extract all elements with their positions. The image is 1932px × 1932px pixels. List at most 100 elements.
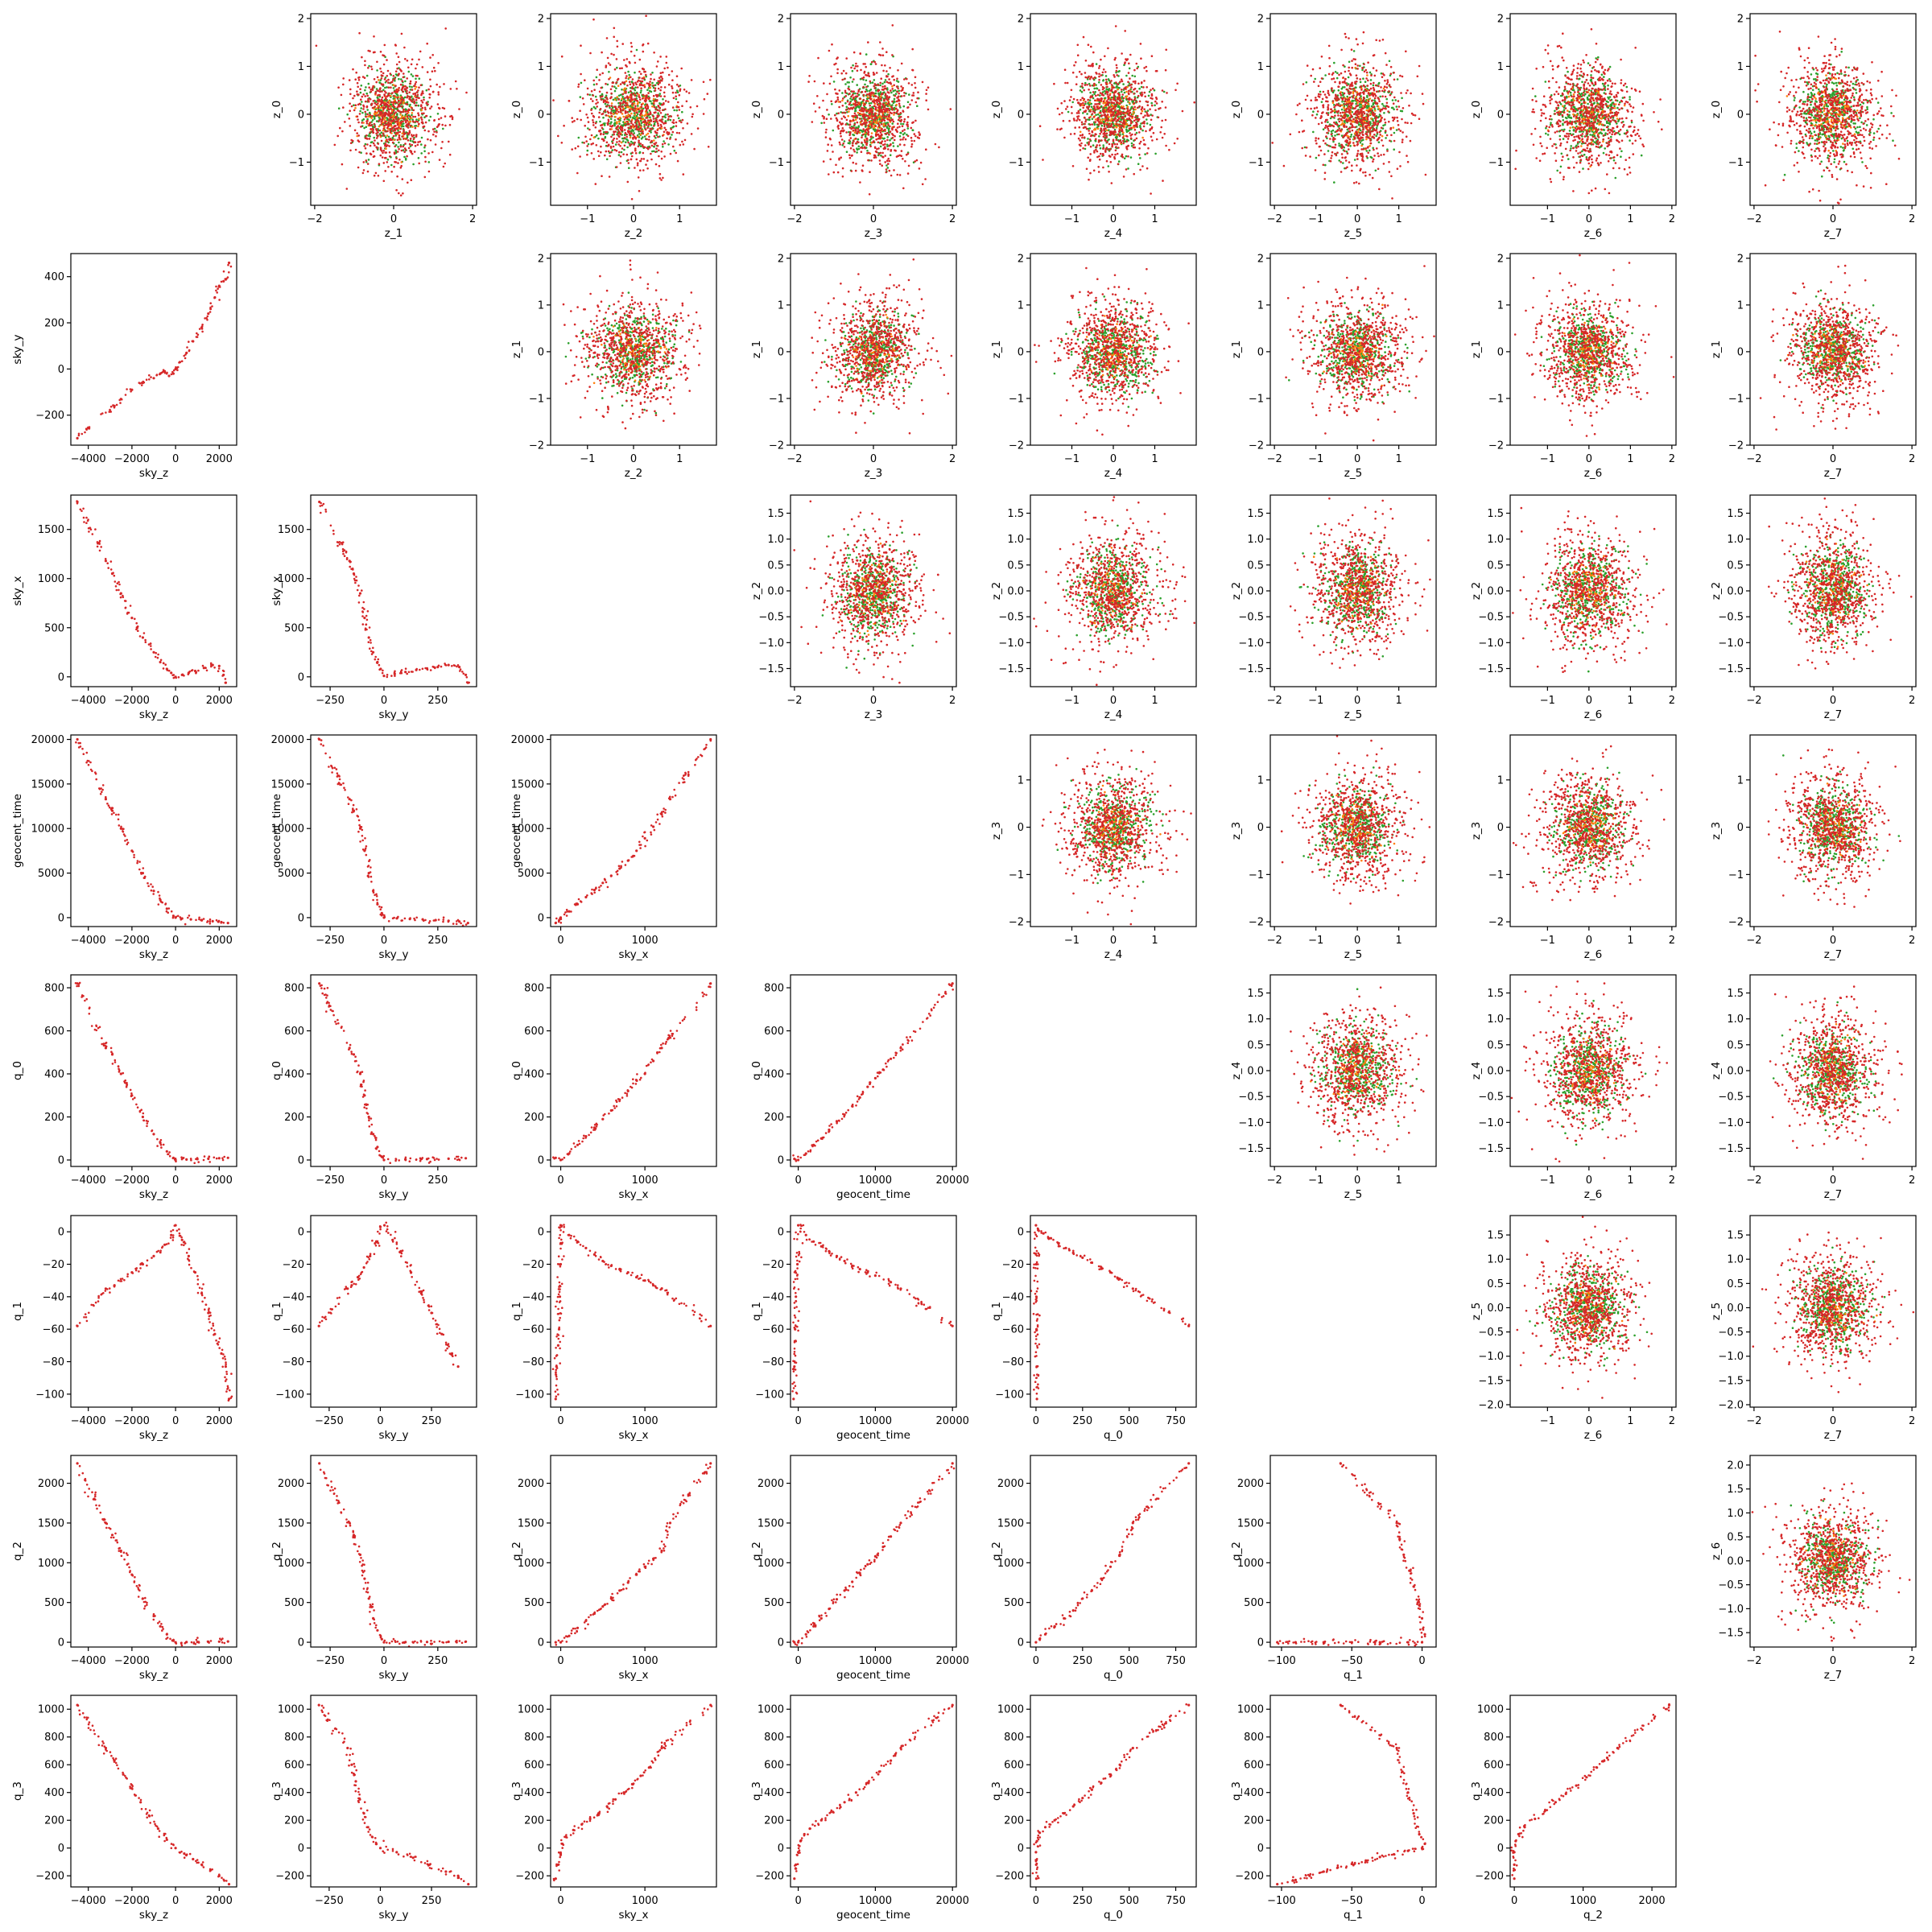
- point-red: [672, 92, 675, 94]
- point-red: [380, 104, 382, 106]
- point-red: [886, 132, 889, 134]
- point-red: [630, 76, 632, 79]
- point-red: [624, 137, 626, 139]
- point-red: [680, 68, 683, 70]
- point-red: [455, 80, 457, 83]
- point-red: [876, 148, 878, 151]
- point-red: [1162, 137, 1164, 139]
- point-green: [621, 138, 624, 140]
- point-orange: [637, 103, 639, 105]
- point-red: [625, 117, 627, 119]
- point-red: [342, 84, 345, 86]
- point-red: [627, 142, 630, 144]
- point-red: [869, 105, 871, 107]
- point-green: [626, 147, 629, 149]
- point-red: [576, 172, 579, 175]
- point-green: [1097, 114, 1100, 116]
- point-red: [899, 155, 902, 157]
- point-green: [423, 151, 426, 153]
- point-red: [659, 89, 662, 92]
- point-red: [1095, 95, 1097, 97]
- point-red: [656, 121, 658, 123]
- point-green: [428, 161, 431, 163]
- point-red: [1095, 134, 1097, 136]
- point-red: [600, 125, 602, 127]
- point-green: [894, 98, 896, 101]
- point-red: [652, 115, 654, 118]
- point-red: [907, 106, 910, 109]
- point-orange: [418, 118, 420, 120]
- point-red: [1114, 154, 1117, 156]
- point-red: [673, 119, 675, 122]
- point-red: [666, 138, 668, 140]
- point-red: [595, 126, 597, 129]
- point-green: [1087, 138, 1089, 140]
- point-red: [352, 140, 354, 142]
- point-red: [654, 130, 657, 133]
- point-red: [837, 98, 840, 101]
- point-red: [852, 78, 855, 80]
- point-orange: [1125, 91, 1128, 93]
- point-red: [879, 101, 881, 104]
- point-red: [640, 130, 642, 133]
- point-red: [621, 43, 624, 45]
- point-red: [849, 120, 852, 122]
- point-orange: [399, 114, 402, 116]
- point-red: [398, 74, 400, 76]
- point-red: [1093, 170, 1096, 172]
- point-red: [870, 98, 873, 101]
- point-red: [598, 79, 601, 81]
- point-red: [875, 63, 877, 65]
- point-red: [1108, 123, 1110, 126]
- point-red: [610, 109, 613, 111]
- y-tick-label: 2: [298, 13, 304, 25]
- point-red: [441, 141, 444, 143]
- point-red: [369, 145, 372, 147]
- point-red: [1143, 67, 1146, 69]
- point-red: [1103, 114, 1105, 117]
- point-red: [846, 119, 848, 122]
- point-red: [913, 94, 915, 97]
- point-red: [850, 128, 852, 130]
- point-red: [616, 109, 618, 112]
- point-green: [1127, 167, 1129, 170]
- point-red: [868, 128, 870, 130]
- point-green: [675, 98, 678, 101]
- point-red: [1067, 105, 1069, 108]
- point-green: [659, 93, 662, 95]
- point-red: [410, 82, 412, 85]
- point-red: [645, 129, 647, 131]
- point-red: [886, 98, 888, 101]
- point-green: [361, 119, 364, 122]
- point-red: [673, 97, 675, 100]
- point-red: [640, 127, 642, 130]
- point-red: [374, 126, 377, 128]
- point-red: [1078, 115, 1080, 118]
- point-red: [601, 95, 604, 97]
- point-red: [873, 87, 876, 89]
- point-green: [1092, 118, 1094, 121]
- point-red: [402, 91, 405, 93]
- point-red: [883, 98, 886, 101]
- point-red: [838, 106, 840, 109]
- point-red: [592, 158, 595, 160]
- point-red: [925, 148, 927, 151]
- point-red: [406, 92, 408, 94]
- point-red: [394, 130, 397, 132]
- point-red: [869, 96, 872, 98]
- point-red: [1110, 101, 1113, 104]
- point-red: [627, 159, 630, 162]
- point-red: [385, 97, 387, 100]
- point-red: [827, 150, 829, 152]
- point-red: [418, 163, 420, 165]
- point-green: [415, 101, 418, 104]
- point-red: [422, 122, 424, 125]
- point-red: [1107, 109, 1109, 111]
- point-red: [1115, 146, 1117, 148]
- point-red: [1084, 117, 1086, 119]
- point-red: [1116, 123, 1118, 126]
- point-red: [1100, 139, 1103, 142]
- point-red: [357, 115, 359, 118]
- x-tick-label: 0: [870, 213, 877, 225]
- point-red: [873, 141, 875, 143]
